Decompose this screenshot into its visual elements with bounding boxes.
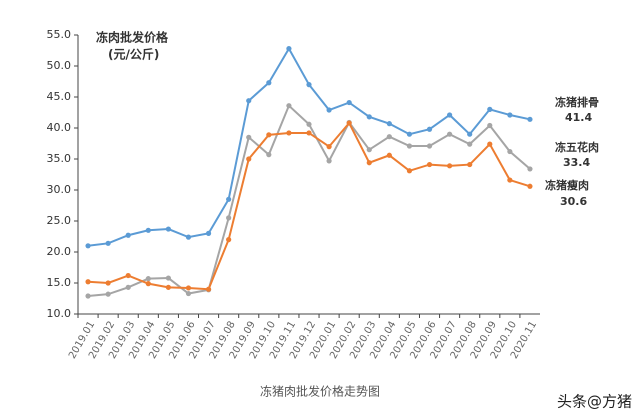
y-tick-label: 15.0 <box>47 276 72 289</box>
series-name: 冻五花肉 <box>555 140 599 154</box>
data-point <box>306 130 312 136</box>
data-point <box>205 286 212 292</box>
data-point <box>125 272 131 279</box>
end-value-label: 33.4 <box>563 156 590 169</box>
data-point <box>125 284 131 290</box>
data-point <box>226 196 232 202</box>
data-point <box>145 227 151 233</box>
data-point <box>467 141 473 147</box>
y-tick-label: 25.0 <box>47 214 72 227</box>
data-point <box>366 114 372 120</box>
data-point <box>426 126 433 132</box>
y-tick-label: 55.0 <box>47 28 72 41</box>
data-point <box>286 46 292 52</box>
data-point <box>447 131 453 137</box>
data-point <box>406 131 413 137</box>
series-name: 冻猪排骨 <box>555 95 599 109</box>
data-point <box>447 112 453 118</box>
data-point <box>105 240 111 246</box>
data-point <box>426 161 433 168</box>
data-point <box>426 143 433 149</box>
data-point <box>306 121 312 127</box>
data-point <box>266 132 272 138</box>
data-point <box>326 107 332 113</box>
data-point <box>467 131 473 137</box>
data-point <box>246 98 252 104</box>
caption: 冻猪肉批发价格走势图 <box>260 384 380 399</box>
data-point <box>85 293 91 299</box>
y-tick-label: 50.0 <box>47 59 72 72</box>
series-name: 冻猪瘦肉 <box>545 178 589 192</box>
data-point <box>507 148 513 155</box>
data-point <box>346 99 352 106</box>
data-point <box>326 158 332 164</box>
data-point <box>467 161 473 168</box>
data-point <box>246 156 252 162</box>
data-point <box>165 226 171 232</box>
end-value-label: 41.4 <box>565 111 592 124</box>
data-point <box>366 147 372 153</box>
data-point <box>85 279 91 285</box>
y-tick-label: 10.0 <box>47 307 72 320</box>
data-point <box>346 120 352 126</box>
data-point <box>266 152 272 158</box>
data-point <box>386 121 392 127</box>
data-point <box>406 168 413 174</box>
y-tick-label: 20.0 <box>47 245 72 258</box>
y-tick-label: 35.0 <box>47 152 72 165</box>
data-point <box>527 166 533 172</box>
y-tick-label: 45.0 <box>47 90 72 103</box>
y-tick-label: 30.0 <box>47 183 72 196</box>
data-point <box>145 281 151 287</box>
end-value-label: 30.6 <box>560 195 587 208</box>
data-point <box>226 237 232 243</box>
data-point <box>85 243 91 249</box>
y-tick-label: 40.0 <box>47 121 72 134</box>
data-point <box>105 280 111 286</box>
data-point <box>286 103 292 109</box>
data-point <box>487 122 493 129</box>
data-point <box>185 290 192 297</box>
data-point <box>185 234 192 240</box>
data-point <box>226 215 232 221</box>
data-point <box>266 80 272 86</box>
data-point <box>447 163 453 169</box>
data-point <box>125 232 131 238</box>
data-point <box>105 291 111 297</box>
data-point <box>205 230 212 236</box>
data-point <box>406 143 413 149</box>
data-point <box>145 276 151 282</box>
data-point <box>386 134 392 140</box>
data-point <box>165 275 171 281</box>
data-point <box>185 285 192 291</box>
watermark: 头条@方猪 <box>557 393 632 411</box>
data-point <box>386 152 392 158</box>
data-point <box>366 160 372 166</box>
data-point <box>487 106 493 112</box>
data-point <box>527 116 533 122</box>
data-point <box>527 183 533 189</box>
data-point <box>286 130 292 136</box>
data-point <box>306 82 312 88</box>
data-point <box>165 284 171 290</box>
data-point <box>507 177 513 183</box>
chart-title: 冻肉批发价格 <box>96 30 169 45</box>
data-point <box>487 141 493 147</box>
data-point <box>507 112 513 118</box>
data-point <box>246 134 252 140</box>
data-point <box>326 144 332 150</box>
chart-subtitle: (元/公斤) <box>108 47 159 62</box>
